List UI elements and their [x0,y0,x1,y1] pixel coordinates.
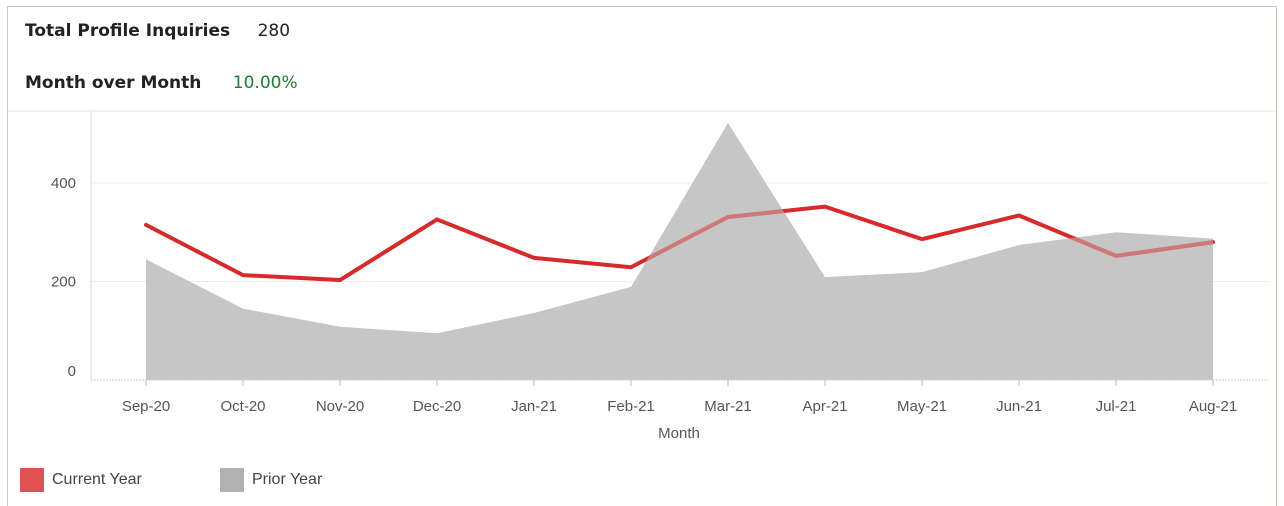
x-tick-label: Sep-20 [122,398,170,415]
x-tick-label: Oct-20 [220,398,265,415]
x-tick-label: Jan-21 [511,398,557,415]
prior-year-swatch [220,468,244,492]
y-tick-label: 400 [51,175,76,192]
current-year-legend-label: Current Year [52,471,142,488]
x-tick-label: Mar-21 [704,398,752,415]
total-inquiries-label: Total Profile Inquiries [25,21,231,41]
x-tick-label: Apr-21 [802,398,847,415]
current-year-line-layer [144,204,1215,283]
x-tick-label: May-21 [897,398,947,415]
month-over-month-value: 10.00% [232,73,298,93]
x-tick-label: Feb-21 [607,398,655,415]
y-tick-label: 200 [51,274,76,291]
legend-prior-year[interactable]: Prior Year [220,467,322,493]
x-tick-label: Nov-20 [316,398,364,415]
y-tick-label: 0 [68,363,76,380]
dashboard-frame [7,6,1277,506]
total-inquiries-value: 280 [257,21,291,41]
prior-year-legend-label: Prior Year [252,471,323,488]
prior-year-area-layer [146,122,1213,380]
month-over-month-row: Month over Month 10.00% [25,73,298,93]
x-axis-title: Month [658,425,700,442]
month-over-month-label: Month over Month [25,73,202,93]
axes [90,111,1268,386]
x-tick-label: Jun-21 [996,398,1042,415]
x-tick-label: Aug-21 [1189,398,1237,415]
current-year-swatch [20,468,44,492]
x-tick-label: Jul-21 [1096,398,1137,415]
legend-current-year[interactable]: Current Year [20,467,142,493]
prior-year-area [146,122,1213,380]
x-tick-label: Dec-20 [413,398,461,415]
tick-labels: 0 200 400 Sep-20 Oct-20 Nov-20 Dec-20 Jan-21 Feb… [51,175,1237,415]
total-inquiries-row: Total Profile Inquiries 280 [25,21,290,41]
